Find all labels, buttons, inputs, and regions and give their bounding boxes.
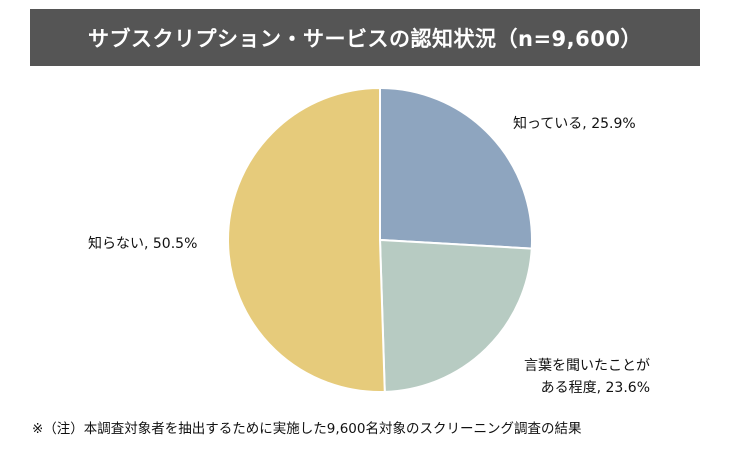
slice-heard	[378, 238, 533, 393]
chart-title: サブスクリプション・サービスの認知状況（n=9,600）	[30, 9, 700, 66]
slice-unknown-label: 知らない, 50.5%	[88, 235, 197, 252]
footnote: ※（注）本調査対象者を抽出するために実施した9,600名対象のスクリーニング調査…	[32, 421, 582, 437]
slice-know	[379, 86, 533, 250]
slice-know-label: 知っている, 25.9%	[513, 115, 636, 132]
slice-heard-label: 言葉を聞いたことがある程度, 23.6%	[524, 358, 650, 396]
slice-unknown	[227, 86, 386, 393]
